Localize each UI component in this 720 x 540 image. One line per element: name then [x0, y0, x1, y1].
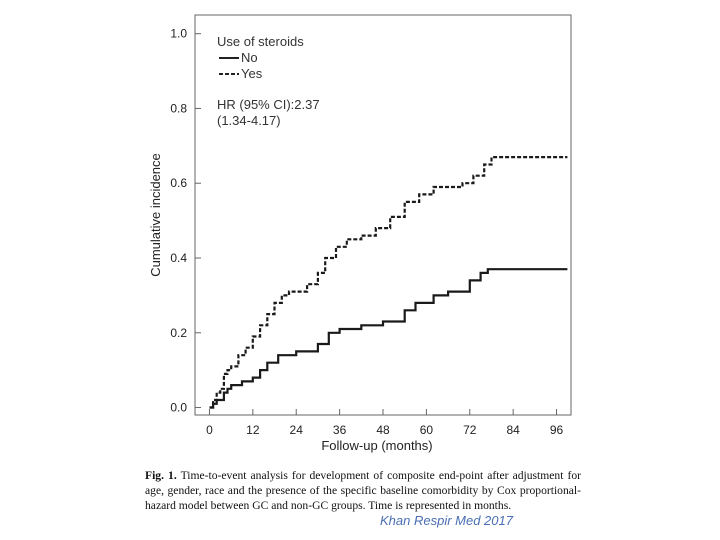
y-tick-label: 0.6	[170, 176, 187, 190]
x-tick-label: 12	[246, 423, 260, 437]
series-layer	[209, 156, 568, 409]
y-axis-title: Cumulative incidence	[148, 153, 163, 277]
caption-text: Time-to-event analysis for development o…	[145, 469, 582, 512]
source-citation: Khan Respir Med 2017	[380, 513, 513, 528]
legend-label-yes: Yes	[241, 66, 263, 81]
x-axis-title: Follow-up (months)	[321, 438, 432, 453]
y-tick-label: 1.0	[170, 27, 187, 41]
legend-ci: (1.34-4.17)	[217, 113, 281, 128]
legend-label-no: No	[241, 50, 258, 65]
x-tick-label: 36	[333, 423, 347, 437]
y-tick-label: 0.0	[170, 401, 187, 415]
x-tick-label: 24	[290, 423, 304, 437]
x-axis-ticks: 0 12 24 36 48 60 72 84 96	[206, 409, 564, 437]
x-tick-label: 84	[506, 423, 520, 437]
series-line-no	[209, 268, 568, 409]
x-tick-label: 48	[376, 423, 390, 437]
x-tick-label: 0	[206, 423, 213, 437]
y-axis-ticks: 0.0 0.2 0.4 0.6 0.8 1.0	[170, 27, 201, 415]
figure-caption: Fig. 1. Time-to-event analysis for devel…	[145, 468, 581, 513]
y-tick-label: 0.4	[170, 251, 187, 265]
x-tick-label: 60	[420, 423, 434, 437]
x-tick-label: 96	[550, 423, 564, 437]
legend-hr: HR (95% CI):2.37	[217, 97, 320, 112]
y-tick-label: 0.2	[170, 326, 187, 340]
caption-label: Fig. 1.	[145, 469, 177, 482]
y-tick-label: 0.8	[170, 101, 187, 115]
legend-title: Use of steroids	[217, 34, 304, 49]
series-line-yes	[209, 156, 568, 409]
x-tick-label: 72	[463, 423, 477, 437]
legend: Use of steroids No Yes HR (95% CI):2.37 …	[217, 34, 320, 128]
